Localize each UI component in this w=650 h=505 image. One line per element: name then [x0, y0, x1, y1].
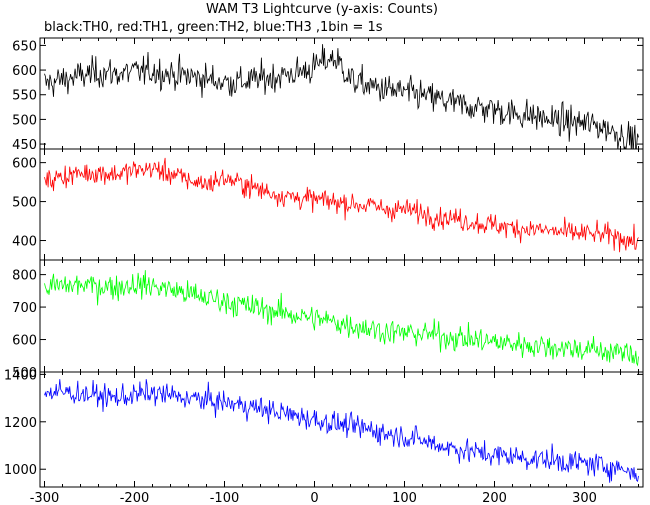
y-tick-label: 1400 — [4, 368, 37, 383]
y-tick-label: 600 — [12, 157, 37, 172]
x-tick-label: 200 — [482, 491, 507, 505]
y-tick-label: 500 — [12, 113, 37, 128]
y-tick-label: 700 — [12, 301, 37, 316]
y-tick-label: 600 — [12, 64, 37, 79]
y-tick-label: 650 — [12, 39, 37, 54]
y-tick-label: 550 — [12, 89, 37, 104]
y-tick-label: 800 — [12, 269, 37, 284]
y-tick-label: 1000 — [4, 463, 37, 478]
x-tick-label: 300 — [572, 491, 597, 505]
series-line-th3 — [44, 379, 639, 483]
panel-frame — [39, 148, 644, 261]
x-tick-label: 0 — [310, 491, 318, 505]
chart-subtitle: black:TH0, red:TH1, green:TH2, blue:TH3 … — [44, 20, 383, 35]
panel-th1: 400 500 600 — [12, 148, 644, 261]
x-tick-label: -200 — [120, 491, 150, 505]
y-tick-label: 600 — [12, 334, 37, 349]
panel-th0: 450 500 550 600 650 — [12, 37, 644, 153]
series-line-th0 — [44, 44, 639, 149]
panel-th2: 500 600 700 800 — [12, 259, 644, 381]
y-tick-label: 500 — [12, 196, 37, 211]
series-line-th2 — [44, 270, 639, 367]
x-tick-label: -100 — [210, 491, 240, 505]
y-tick-label: 450 — [12, 138, 37, 153]
y-tick-label: 400 — [12, 235, 37, 250]
y-tick-label: 500 — [12, 366, 37, 381]
x-tick-label: -300 — [30, 491, 60, 505]
panel-frame — [39, 371, 644, 488]
chart-title: WAM T3 Lightcurve (y-axis: Counts) — [206, 2, 438, 17]
y-tick-label: 1200 — [4, 416, 37, 431]
panel-th3: 1000 1200 1400 — [4, 368, 644, 488]
x-tick-label: 100 — [392, 491, 417, 505]
x-axis: -300 -200 -100 0 100 200 300 — [30, 491, 597, 505]
panels-group: 450 500 550 600 650 400 500 600 500 600 700 800 1000… — [4, 37, 644, 488]
panel-frame — [39, 37, 644, 150]
series-line-th1 — [44, 157, 639, 253]
